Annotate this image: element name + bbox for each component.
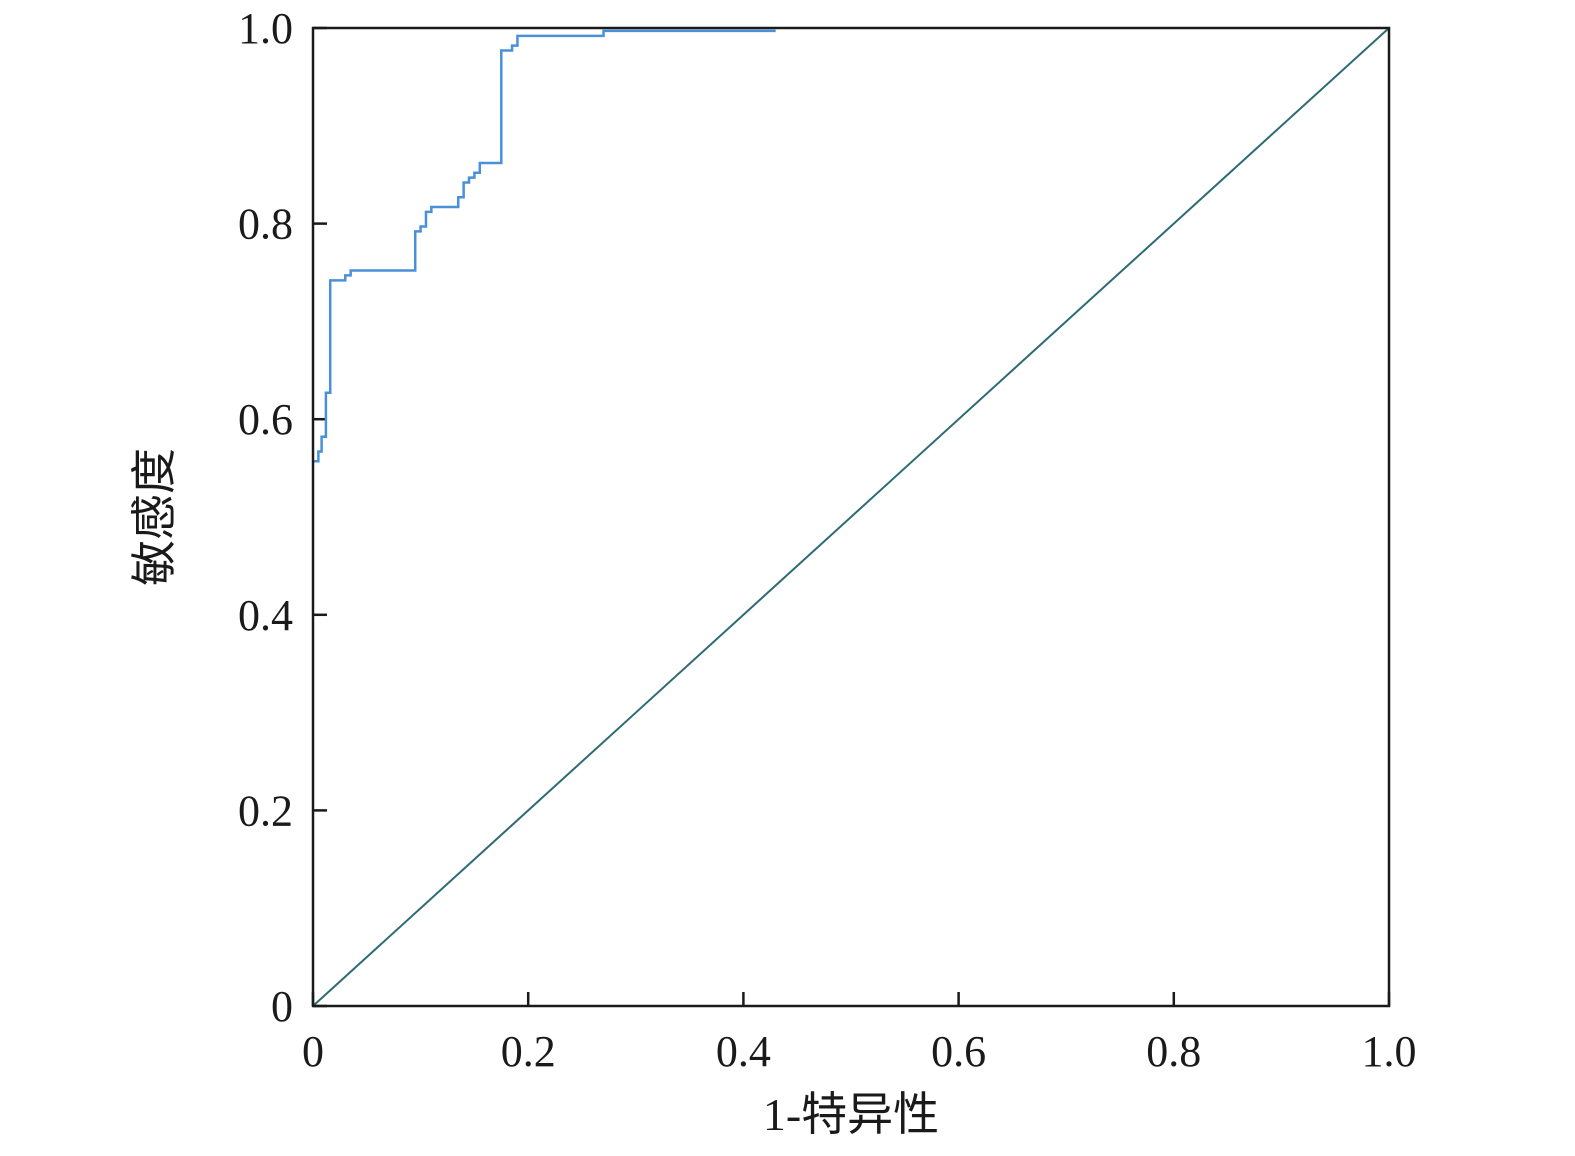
x-tick-label: 0.8 [1146, 1027, 1201, 1076]
roc-curve-line [313, 29, 776, 463]
x-tick-label: 0.6 [931, 1027, 986, 1076]
y-tick-label: 0.2 [238, 786, 293, 835]
x-axis-title: 1-特异性 [763, 1089, 939, 1140]
x-tick-label: 0.4 [716, 1027, 771, 1076]
y-tick-label: 0.6 [238, 395, 293, 444]
x-tick-label: 0.2 [501, 1027, 556, 1076]
y-tick-label: 0 [271, 982, 293, 1031]
y-axis-title: 敏感度 [129, 448, 180, 586]
chart-series [312, 27, 1390, 1007]
y-tick-label: 0.8 [238, 200, 293, 249]
x-tick-label: 0 [302, 1027, 324, 1076]
x-tick-label: 1.0 [1362, 1027, 1417, 1076]
plot-frame [311, 26, 1391, 1008]
y-tick-label: 1.0 [238, 4, 293, 53]
reference-diagonal-line [312, 27, 1390, 1007]
y-tick-label: 0.4 [238, 591, 293, 640]
tick-labels: 0 0.2 0.4 0.6 0.8 1.0 0 0.2 0.4 0.6 0.8 1.0 [238, 4, 1417, 1076]
